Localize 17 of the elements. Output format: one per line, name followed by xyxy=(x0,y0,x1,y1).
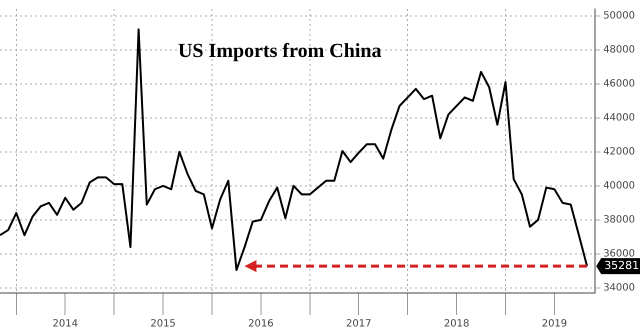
y-tick-label: 40000 xyxy=(603,180,635,192)
annotation: 35281 xyxy=(604,258,640,272)
text: US Imports from China xyxy=(178,40,382,62)
x-tick-label: 2015 xyxy=(150,318,176,330)
x-tick-label: 2014 xyxy=(52,318,78,330)
x-tick-label: 2017 xyxy=(346,318,372,330)
y-tick-label: 36000 xyxy=(603,248,635,260)
y-tick-label: 38000 xyxy=(603,214,635,226)
x-tick-label: 2018 xyxy=(444,318,470,330)
x-tick-label: 2019 xyxy=(542,318,568,330)
y-tick-label: 44000 xyxy=(603,112,635,124)
y-tick-label: 46000 xyxy=(603,78,635,90)
y-tick-label: 48000 xyxy=(603,44,635,56)
y-tick-label: 42000 xyxy=(603,146,635,158)
x-tick-label: 2016 xyxy=(248,318,274,330)
y-tick-label: 50000 xyxy=(603,10,635,22)
y-tick-label: 34000 xyxy=(603,282,635,294)
